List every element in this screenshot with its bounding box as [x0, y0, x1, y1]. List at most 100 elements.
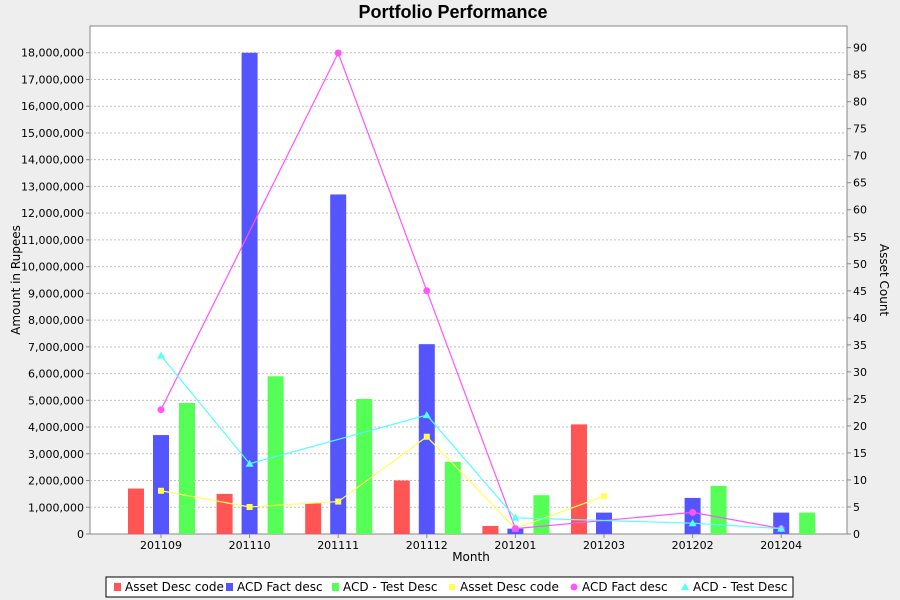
y2-tick-label: 25: [853, 393, 867, 406]
point-marker: [449, 584, 455, 590]
y-tick-label: 17,000,000: [21, 73, 84, 86]
point-marker: [245, 459, 254, 467]
bar: [799, 512, 816, 534]
legend-swatch: [114, 583, 121, 591]
x-tick-label: 201110: [229, 539, 271, 552]
series-line: [160, 355, 782, 530]
y2-tick-label: 20: [853, 420, 867, 433]
point-marker: [423, 287, 431, 295]
legend-swatch: [332, 583, 339, 591]
y2-tick-label: 70: [853, 150, 867, 163]
bar: [330, 194, 347, 534]
point-marker: [158, 487, 164, 494]
bar: [267, 376, 284, 534]
bar: [241, 52, 258, 534]
bar: [128, 488, 144, 534]
bar: [305, 503, 322, 534]
x-tick-label: 201202: [672, 539, 714, 552]
y-tick-label: 10,000,000: [21, 261, 84, 274]
plot-area: [89, 25, 848, 535]
point-marker: [157, 406, 165, 414]
x-tick-label: 201111: [317, 539, 359, 552]
point-marker: [246, 503, 253, 510]
y-tick-label: 9,000,000: [28, 287, 84, 300]
legend-label: ACD - Test Desc: [693, 580, 788, 594]
y-tick-label: 16,000,000: [21, 100, 84, 113]
x-tick-label: 201201: [494, 539, 536, 552]
bar: [533, 495, 550, 534]
y-tick-label: 12,000,000: [21, 207, 84, 220]
y-tick-label: 11,000,000: [21, 234, 84, 247]
chart-title: Portfolio Performance: [358, 2, 547, 22]
y2-tick-label: 15: [853, 447, 867, 460]
x-tick-label: 201203: [583, 539, 625, 552]
bar: [179, 402, 195, 534]
legend: Asset Desc code ACD Fact desc ACD - Test D…: [105, 576, 794, 598]
y-tick-label: 3,000,000: [28, 448, 84, 461]
point-marker: [157, 351, 165, 359]
legend-swatch: [226, 583, 233, 591]
bar: [482, 525, 499, 534]
y-tick-label: 13,000,000: [21, 180, 84, 193]
y2-tick-label: 65: [853, 177, 867, 190]
y-tick-label: 0: [77, 528, 84, 541]
point-marker: [688, 519, 697, 527]
y-tick-label: 4,000,000: [28, 421, 84, 434]
y2-axis-label: Asset Count: [877, 244, 891, 317]
y-tick-label: 7,000,000: [28, 341, 84, 354]
y2-tick-label: 40: [853, 312, 867, 325]
bar: [710, 485, 727, 534]
bar: [684, 497, 701, 534]
point-marker: [681, 583, 689, 590]
series-line: [160, 51, 782, 530]
y2-tick-label: 10: [853, 474, 867, 487]
legend-label: Asset Desc code: [125, 580, 224, 594]
bar: [596, 512, 612, 534]
y-tick-label: 1,000,000: [28, 501, 84, 514]
point-marker: [570, 583, 578, 591]
y-tick-label: 2,000,000: [28, 475, 84, 488]
point-marker: [777, 524, 786, 532]
legend-label: ACD Fact desc: [237, 580, 323, 594]
point-marker: [335, 498, 342, 505]
y2-tick-label: 55: [853, 231, 867, 244]
x-axis-label: Month: [452, 550, 490, 564]
axes: 0 1,000,000 2,000,000 3,000,000 4,000,000 5,0…: [21, 42, 867, 552]
point-marker: [422, 411, 431, 419]
y-axis-label: Amount in Rupees: [9, 225, 23, 335]
x-tick-label: 201109: [140, 539, 182, 552]
bar: [153, 435, 169, 534]
y-tick-label: 18,000,000: [21, 47, 84, 60]
y-tick-label: 15,000,000: [21, 127, 84, 140]
x-tick-label: 201112: [406, 539, 448, 552]
y2-tick-label: 80: [853, 96, 867, 109]
bar: [571, 424, 587, 534]
bar: [216, 493, 233, 534]
point-marker: [689, 508, 697, 516]
y2-tick-label: 35: [853, 339, 867, 352]
point-marker: [334, 49, 342, 57]
y2-tick-label: 75: [853, 123, 867, 136]
y2-tick-label: 5: [853, 501, 860, 514]
series-line: [160, 435, 605, 530]
point-marker: [423, 433, 430, 440]
legend-label: ACD Fact desc: [582, 580, 668, 594]
y-tick-label: 5,000,000: [28, 394, 84, 407]
point-marker: [601, 493, 607, 500]
bar: [356, 398, 373, 534]
y2-tick-label: 60: [853, 204, 867, 217]
line-marks: [157, 49, 786, 533]
point-marker: [511, 525, 519, 533]
y-tick-label: 8,000,000: [28, 314, 84, 327]
point-marker: [511, 513, 520, 521]
bar: [393, 480, 410, 534]
y2-tick-label: 90: [853, 42, 867, 55]
legend-label: Asset Desc code: [460, 580, 559, 594]
bar: [444, 461, 461, 534]
y-tick-label: 14,000,000: [21, 154, 84, 167]
y2-tick-label: 30: [853, 366, 867, 379]
y-tick-label: 6,000,000: [28, 368, 84, 381]
legend-label: ACD - Test Desc: [343, 580, 438, 594]
